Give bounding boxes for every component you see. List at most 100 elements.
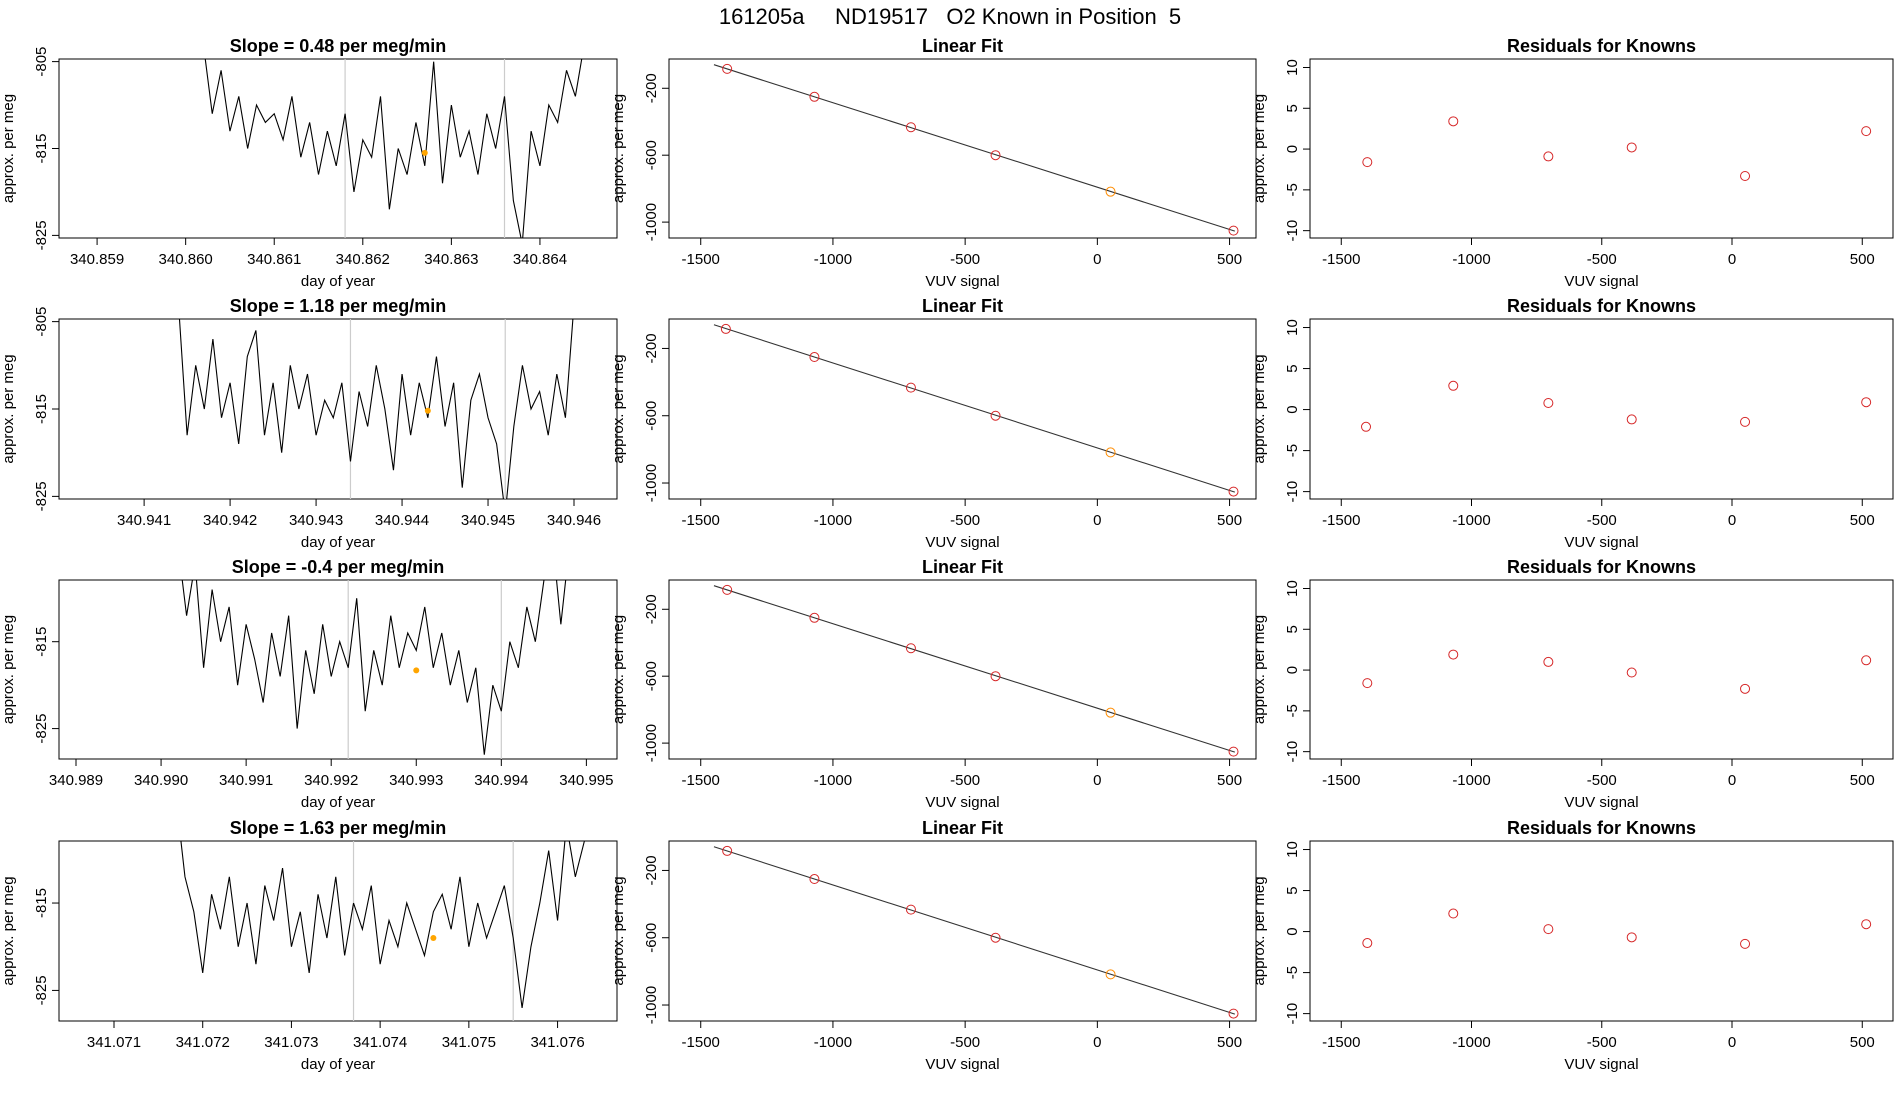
x-tick-label: -1000	[814, 512, 852, 529]
x-tick-label: 0	[1728, 1034, 1736, 1051]
y-tick-label: 0	[1284, 927, 1301, 935]
x-tick-label: -1500	[682, 772, 720, 789]
data-point	[1543, 151, 1554, 162]
x-tick-label: -1000	[1452, 512, 1490, 529]
fit-line	[713, 846, 1236, 1015]
plot-area	[180, 841, 585, 1021]
plot-area	[204, 59, 583, 238]
y-tick-label: -825	[33, 975, 50, 1005]
plot-frame	[1309, 840, 1894, 1022]
panel-title: Residuals for Knowns	[1507, 818, 1696, 838]
plot-area	[1362, 908, 1872, 949]
data-point	[722, 63, 733, 74]
y-tick-label: -600	[643, 401, 660, 431]
x-axis-label: day of year	[301, 794, 375, 811]
plot-frame	[1309, 579, 1894, 760]
data-point	[1740, 170, 1751, 181]
y-tick-label: -5	[1284, 704, 1301, 717]
x-axis-label: VUV signal	[925, 1056, 999, 1073]
y-tick-label: -815	[33, 394, 50, 424]
plot-area	[713, 63, 1239, 236]
y-tick-label: 10	[1284, 841, 1301, 858]
data-point	[809, 352, 820, 363]
x-tick-label: -500	[1587, 512, 1617, 529]
y-tick-label: -815	[33, 627, 50, 657]
plot-area	[178, 319, 574, 499]
panel-title: Linear Fit	[922, 296, 1003, 316]
x-tick-label: -500	[950, 251, 980, 268]
figure-title: 161205a ND19517 O2 Known in Position 5	[719, 4, 1181, 29]
x-tick-label: 500	[1850, 1034, 1875, 1051]
data-point	[1362, 157, 1373, 168]
data-point	[809, 612, 820, 623]
data-point	[1740, 683, 1751, 694]
data-point	[1105, 969, 1116, 980]
data-point	[1626, 667, 1637, 678]
x-tick-label: 340.864	[513, 251, 567, 268]
x-tick-label: 340.942	[203, 512, 257, 529]
y-axis-label: approx. per meg	[1251, 94, 1268, 203]
plot-area	[713, 845, 1239, 1019]
x-tick-label: -500	[1587, 772, 1617, 789]
plot-area	[181, 580, 567, 759]
x-tick-label: 0	[1728, 512, 1736, 529]
x-axis-label: VUV signal	[1564, 794, 1638, 811]
y-axis-label: approx. per meg	[0, 615, 17, 724]
panel: Slope = -0.4 per meg/min day of year appro…	[0, 557, 618, 811]
data-point	[809, 91, 820, 102]
data-point	[1543, 656, 1554, 667]
data-point	[1105, 447, 1116, 458]
panel: Residuals for Knowns VUV signal approx. pe…	[1251, 557, 1894, 811]
fit-line	[713, 324, 1236, 493]
x-tick-label: 0	[1093, 251, 1101, 268]
highlight-point	[421, 149, 428, 156]
data-point	[905, 904, 916, 915]
x-tick-label: 0	[1728, 772, 1736, 789]
x-tick-label: 340.994	[474, 772, 528, 789]
x-tick-label: -500	[950, 1034, 980, 1051]
y-tick-label: -200	[643, 333, 660, 363]
y-tick-label: 10	[1284, 580, 1301, 597]
panel: Linear Fit VUV signal approx. per meg -1500…	[610, 818, 1257, 1073]
x-axis-label: day of year	[301, 534, 375, 551]
x-tick-label: 340.946	[547, 512, 601, 529]
panel: Residuals for Knowns VUV signal approx. pe…	[1251, 36, 1894, 290]
data-point	[722, 845, 733, 856]
y-tick-label: 5	[1284, 364, 1301, 372]
plot-frame	[58, 840, 618, 1022]
y-tick-label: 5	[1284, 104, 1301, 112]
y-axis-label: approx. per meg	[1251, 354, 1268, 463]
panel-title: Residuals for Knowns	[1507, 296, 1696, 316]
x-tick-label: -500	[950, 772, 980, 789]
x-tick-label: 341.075	[442, 1034, 496, 1051]
fit-line	[713, 585, 1236, 753]
data-point	[1861, 919, 1872, 930]
x-tick-label: -1000	[1452, 251, 1490, 268]
data-point	[1228, 486, 1239, 497]
x-tick-label: 340.995	[559, 772, 613, 789]
plot-area	[713, 323, 1239, 497]
y-tick-label: -805	[33, 307, 50, 337]
x-tick-label: 500	[1850, 251, 1875, 268]
x-tick-label: -1000	[1452, 1034, 1490, 1051]
y-tick-label: -600	[643, 140, 660, 170]
data-point	[990, 150, 1001, 161]
y-tick-label: -200	[643, 855, 660, 885]
panel: Linear Fit VUV signal approx. per meg -1500…	[610, 36, 1257, 290]
panel-title: Linear Fit	[922, 36, 1003, 56]
panel-title: Slope = 0.48 per meg/min	[230, 36, 447, 56]
y-axis-label: approx. per meg	[0, 876, 17, 985]
data-point	[990, 671, 1001, 682]
x-tick-label: 341.076	[530, 1034, 584, 1051]
x-tick-label: 0	[1093, 772, 1101, 789]
data-point	[1861, 126, 1872, 137]
y-tick-label: -1000	[643, 464, 660, 502]
y-tick-label: -10	[1284, 741, 1301, 763]
data-point	[1362, 938, 1373, 949]
y-tick-label: -600	[643, 923, 660, 953]
x-tick-label: -1500	[1322, 1034, 1360, 1051]
y-tick-label: -5	[1284, 183, 1301, 196]
data-point	[1740, 416, 1751, 427]
y-tick-label: 10	[1284, 319, 1301, 336]
y-tick-label: 0	[1284, 145, 1301, 153]
